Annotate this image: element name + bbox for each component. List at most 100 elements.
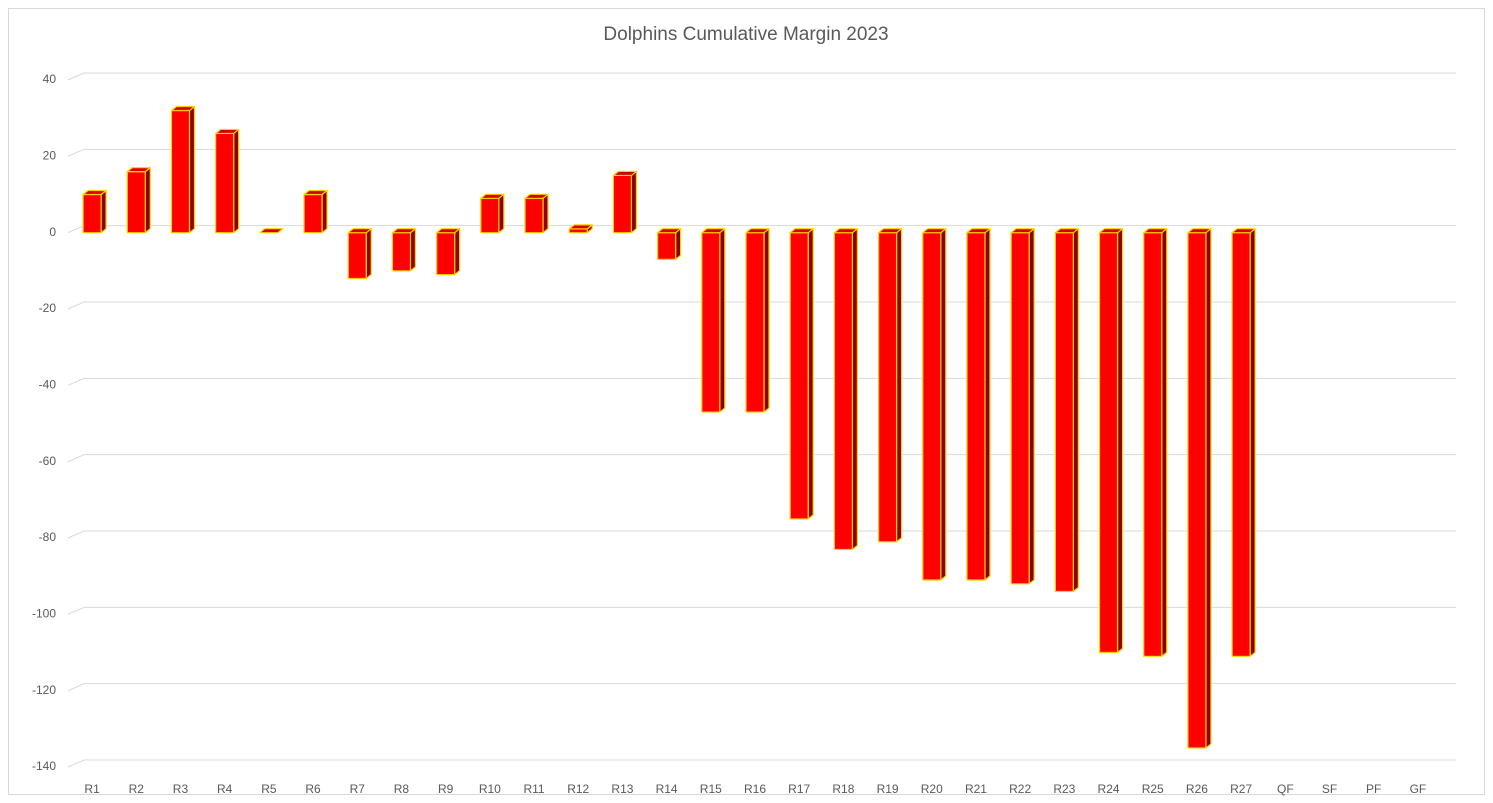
x-tick-label: R1 xyxy=(84,782,100,796)
x-tick-label: R7 xyxy=(350,782,366,796)
bar-side xyxy=(542,193,549,234)
bar-side xyxy=(321,189,328,234)
x-tick-label: R27 xyxy=(1230,782,1252,796)
bar-front xyxy=(745,232,765,413)
y-tick-label: -20 xyxy=(39,301,57,315)
bar-front xyxy=(170,109,191,234)
bar-front xyxy=(1231,232,1251,657)
x-tick-label: QF xyxy=(1277,782,1294,796)
bar-top xyxy=(789,228,814,234)
x-tick-label: R15 xyxy=(700,782,722,796)
x-tick-label: R2 xyxy=(129,782,145,796)
bar-front xyxy=(1143,232,1163,657)
x-tick-label: SF xyxy=(1322,782,1337,796)
y-tick-label: -40 xyxy=(39,378,57,392)
bar-side xyxy=(763,228,770,413)
bar-side xyxy=(719,228,726,413)
bar-top xyxy=(1187,228,1212,234)
bar-front xyxy=(347,232,367,280)
y-tick-label: 40 xyxy=(43,72,57,86)
bar-front xyxy=(1054,232,1074,593)
bar-side xyxy=(851,228,858,551)
bar-top xyxy=(82,189,107,196)
bar xyxy=(170,105,196,234)
bar xyxy=(612,170,638,234)
grid-line xyxy=(67,683,1456,692)
bar-side xyxy=(498,193,505,234)
bar-side xyxy=(895,228,903,543)
bar xyxy=(1187,228,1212,749)
x-tick-label: R3 xyxy=(173,782,189,796)
grid-line xyxy=(67,606,1456,615)
bar-top xyxy=(524,193,549,199)
bar-top xyxy=(391,228,417,234)
bar-top xyxy=(701,228,726,234)
x-tick-label: R12 xyxy=(567,782,589,796)
y-tick-label: 0 xyxy=(49,225,56,239)
bar-top xyxy=(436,228,461,234)
bar-side xyxy=(233,128,240,234)
bar xyxy=(568,224,593,234)
bar-top xyxy=(126,167,151,173)
bar-side xyxy=(807,228,814,520)
grid-line xyxy=(67,148,1456,157)
bar-front xyxy=(1187,232,1207,749)
x-tick-label: R19 xyxy=(877,782,899,796)
y-tick-label: -120 xyxy=(32,683,56,697)
grid-line xyxy=(67,530,1456,539)
bar-front xyxy=(701,232,721,413)
bar xyxy=(524,193,549,234)
x-tick-label: R6 xyxy=(305,782,321,796)
bar-front xyxy=(303,193,323,234)
bar-front xyxy=(82,193,102,234)
bar-front xyxy=(436,232,456,276)
bar-side xyxy=(1205,228,1212,749)
bar xyxy=(126,167,151,234)
bar-top xyxy=(259,228,284,234)
bar-top xyxy=(1231,228,1256,234)
grid-line xyxy=(67,759,1456,768)
bar-front xyxy=(524,197,544,234)
chart-title: Dolphins Cumulative Margin 2023 xyxy=(603,24,888,45)
x-tick-label: R16 xyxy=(744,782,766,796)
bar xyxy=(833,228,858,551)
bar-front xyxy=(480,197,500,234)
x-tick-label: R9 xyxy=(438,782,454,796)
bar-top xyxy=(1098,228,1124,234)
bar-top xyxy=(877,228,903,234)
bar xyxy=(657,228,682,260)
bar-side xyxy=(100,189,107,234)
bar-side xyxy=(1028,228,1035,585)
bar-front xyxy=(657,232,677,260)
bar-front xyxy=(612,174,633,234)
grid-line xyxy=(67,301,1456,310)
bar-side xyxy=(940,228,947,581)
x-tick-label: R17 xyxy=(788,782,810,796)
bar xyxy=(789,228,814,520)
x-tick-label: R14 xyxy=(656,782,678,796)
x-tick-label: R22 xyxy=(1009,782,1031,796)
x-tick-label: R21 xyxy=(965,782,987,796)
bar-side xyxy=(188,105,196,234)
bar-side xyxy=(630,170,638,234)
bar-side xyxy=(1072,228,1079,593)
bar-front xyxy=(789,232,809,520)
x-tick-label: R10 xyxy=(479,782,501,796)
grid-line xyxy=(67,377,1456,386)
bar xyxy=(922,228,947,581)
bar xyxy=(391,228,417,272)
bar-top xyxy=(922,228,947,234)
x-tick-label: GF xyxy=(1410,782,1427,796)
x-tick-label: R11 xyxy=(523,782,544,796)
bar-top xyxy=(745,228,770,234)
x-tick-label: PF xyxy=(1366,782,1381,796)
bar xyxy=(877,228,903,543)
bar xyxy=(480,193,505,234)
bar-side xyxy=(984,228,991,581)
bar-side xyxy=(365,228,372,280)
bar-side xyxy=(1116,228,1124,654)
bar-front xyxy=(922,232,942,581)
x-tick-label: R13 xyxy=(611,782,633,796)
